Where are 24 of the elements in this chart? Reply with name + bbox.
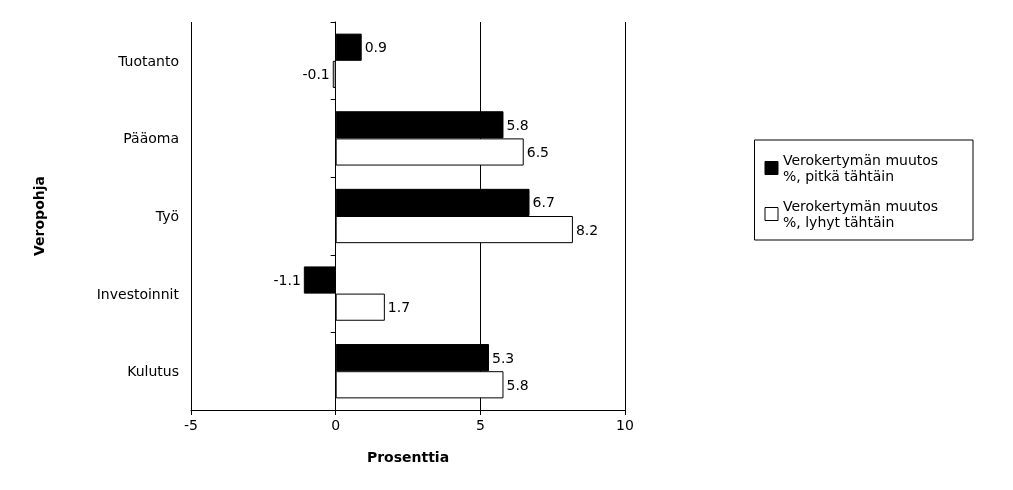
y-tick-label: Pääoma (123, 130, 179, 147)
bar (335, 33, 362, 61)
y-tick-label: Työ (154, 208, 179, 224)
data-label: 8.2 (575, 221, 599, 238)
data-label: -0.1 (302, 66, 330, 83)
y-axis-title: Veropohja (31, 176, 47, 256)
x-tick-label: 5 (475, 417, 485, 433)
legend-label: Verokertymän muutos %, pitkä tähtäin (783, 152, 943, 184)
x-tick-label: 10 (616, 417, 634, 433)
data-label: -1.1 (273, 272, 301, 289)
data-label: 5.8 (506, 116, 529, 133)
data-label: 5.8 (506, 376, 529, 393)
x-tick-label: 0 (331, 417, 341, 433)
y-tick-label: Kulutus (127, 363, 179, 380)
legend-label: Verokertymän muutos %, lyhyt tähtäin (783, 198, 943, 230)
data-label: 1.7 (387, 299, 411, 316)
data-label: 0.9 (364, 39, 387, 56)
data-label: 6.7 (532, 194, 555, 211)
data-label: 6.5 (526, 143, 549, 160)
data-label: 5.3 (492, 349, 515, 366)
y-tick-label: Tuotanto (117, 52, 179, 69)
x-axis-title: Prosenttia (366, 449, 450, 465)
x-tick-label: -5 (184, 417, 198, 433)
y-tick-label: Investoinnit (96, 285, 180, 302)
